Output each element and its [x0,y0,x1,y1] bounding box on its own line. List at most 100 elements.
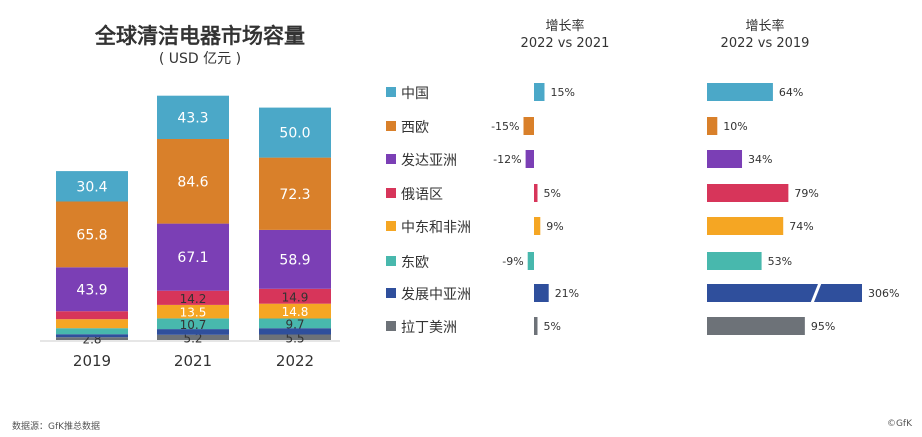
data-label: 13.5 [180,306,207,320]
bar-segment [157,329,229,335]
growth-label-2021: 15% [551,86,575,99]
data-label: 9.7 [285,317,304,331]
bar-segment [259,334,331,340]
legend-label: 东欧 [401,255,429,271]
data-label: 14.8 [282,305,309,319]
growth-bar-2021 [525,150,534,168]
bar-segment [56,311,128,320]
legend-swatch [386,121,396,131]
bar-segment [259,107,331,158]
growth-bar-2019 [707,117,718,135]
bar-segment [157,95,229,139]
data-label: 30.4 [76,179,107,195]
legend-label: 中国 [401,86,429,102]
bar-segment [157,334,229,340]
copyright: ©GfK [886,419,912,429]
growth-header-2021: 增长率 2022 vs 2021 [520,19,610,51]
data-label: 5.5 [285,331,304,345]
legend-label: 发达亚洲 [401,153,457,169]
bar-segment [56,201,128,268]
legend-label: 俄语区 [401,187,443,203]
data-label: 5.2 [183,331,202,345]
bar-segment [157,290,229,305]
data-source: 数据源：GfK推总数据 [12,422,101,432]
growth-bar-2021 [534,184,538,202]
growth-label-2021: 21% [555,287,579,300]
legend-label: 中东和非洲 [401,220,471,236]
data-label: 84.6 [177,174,208,190]
legend-swatch [386,288,396,298]
bar-segment [157,139,229,224]
bar-segment [56,171,128,202]
data-label: 65.8 [76,227,107,243]
chart-unit: ( USD 亿元 ) [158,51,242,67]
data-label: 10.7 [180,318,207,332]
bar-segment [56,337,128,340]
legend-swatch [386,321,396,331]
legend-label: 拉丁美洲 [401,320,457,336]
data-label: 50.0 [279,126,310,142]
growth-label-2021: 9% [546,220,563,233]
legend-label: 发展中亚洲 [401,287,471,303]
data-label: 67.1 [177,250,208,266]
growth-label-2019: 95% [811,320,835,333]
bar-segment [259,328,331,335]
growth-label-2019: 53% [768,255,792,268]
legend-swatch [386,154,396,164]
legend-label: 西欧 [401,120,429,136]
growth-bar-2019 [707,284,862,302]
growth-bar-2019 [707,217,784,235]
growth-bar-2021 [523,117,534,135]
bar-segment [157,304,229,319]
growth-bar-2021 [534,83,545,101]
growth-bar-2019 [707,83,773,101]
growth-label-2019: 64% [779,86,803,99]
growth-label-2019: 10% [723,120,747,133]
growth-label-2019: 79% [794,187,818,200]
bar-segment [259,288,331,304]
growth-label-2021: -15% [491,120,519,133]
chart-title: 全球清洁电器市场容量 [95,24,305,48]
x-tick-label: 2021 [174,352,212,370]
growth-bar-2019 [707,317,805,335]
growth-bar-2019 [707,184,789,202]
growth-bar-2021 [527,252,534,270]
data-label: 14.9 [282,290,309,304]
bar-segment [56,328,128,335]
x-tick-label: 2019 [73,352,111,370]
growth-label-2019: 306% [868,287,899,300]
growth-header-2019: 增长率 2022 vs 2019 [720,19,810,51]
data-label: 72.3 [279,187,310,203]
growth-label-2019: 34% [748,153,772,166]
bar-segment [56,334,128,338]
bar-segment [56,319,128,329]
growth-label-2021: 5% [544,187,561,200]
bar-segment [259,318,331,329]
data-label: 58.9 [279,252,310,268]
bar-segment [157,223,229,291]
growth-bar-2021 [534,317,538,335]
bar-segment [157,318,229,330]
growth-bar-2021 [534,217,541,235]
bar-segment [56,267,128,312]
legend-swatch [386,221,396,231]
growth-bar-2019 [707,252,762,270]
bar-segment [259,303,331,319]
bar-segment [259,229,331,289]
data-label: 14.2 [180,292,207,306]
growth-label-2021: 5% [544,320,561,333]
legend-swatch [386,256,396,266]
legend-swatch [386,188,396,198]
growth-label-2019: 74% [789,220,813,233]
data-label: 43.3 [177,110,208,126]
growth-label-2021: -9% [502,255,523,268]
legend-swatch [386,87,396,97]
axis-break [810,282,822,304]
data-label: 43.9 [76,282,107,298]
bar-segment [259,157,331,230]
growth-label-2021: -12% [493,153,521,166]
x-tick-label: 2022 [276,352,314,370]
growth-bar-2019 [707,150,743,168]
growth-bar-2021 [534,284,549,302]
